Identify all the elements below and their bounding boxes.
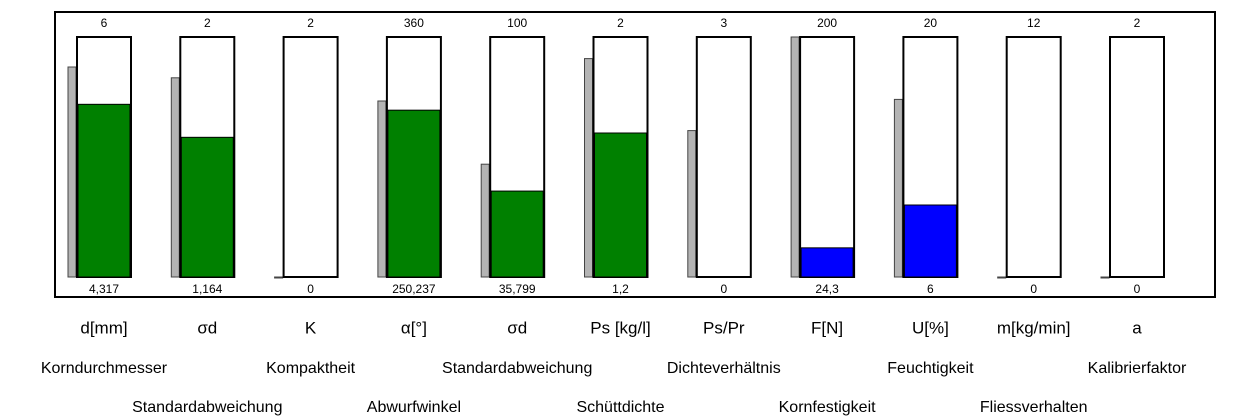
value-label: 24,3 (815, 282, 839, 296)
value-label: 4,317 (89, 282, 119, 296)
description: Schüttdichte (576, 399, 664, 416)
gauge-box (799, 36, 856, 278)
gauge-box (1005, 36, 1062, 278)
symbol-label: d[mm] (80, 318, 127, 337)
value-label: 0 (1134, 282, 1141, 296)
symbol-label: F[N] (811, 318, 843, 337)
gauge-fill (77, 103, 131, 278)
max-label: 360 (404, 16, 424, 30)
symbol-label: U[%] (912, 318, 949, 337)
gauge-fill (594, 132, 647, 278)
max-label: 2 (617, 16, 624, 30)
value-label: 1,2 (612, 282, 629, 296)
symbol-label: m[kg/min] (997, 318, 1071, 337)
max-label: 6 (101, 16, 108, 30)
max-label: 200 (817, 16, 837, 30)
gauge-fill (180, 136, 234, 278)
gauge-box (1109, 36, 1165, 278)
description: Kornfestigkeit (779, 399, 876, 416)
value-label: 250,237 (392, 282, 436, 296)
gauge-box (695, 36, 752, 278)
reference-bar (274, 276, 284, 279)
reference-bar (893, 98, 903, 278)
gauge-fill (903, 204, 957, 278)
value-label: 6 (927, 282, 934, 296)
value-label: 0 (1030, 282, 1037, 296)
symbol-label: K (305, 318, 317, 337)
gauge-fill (800, 247, 854, 278)
reference-bar (790, 36, 800, 278)
reference-bar (997, 276, 1007, 279)
reference-bar (1100, 276, 1110, 279)
max-label: 2 (1134, 16, 1141, 30)
reference-bar (170, 77, 180, 278)
gauge-box (282, 36, 339, 278)
max-label: 100 (507, 16, 527, 30)
symbol-label: α[°] (401, 318, 427, 337)
reference-bar (584, 58, 593, 278)
gauge-fill (490, 190, 544, 278)
value-label: 1,164 (192, 282, 222, 296)
reference-bar (687, 130, 697, 278)
symbol-label: σd (197, 318, 217, 337)
description: Kalibrierfaktor (1088, 360, 1187, 377)
value-label: 0 (720, 282, 727, 296)
max-label: 2 (307, 16, 314, 30)
gauge-fill (387, 109, 441, 278)
symbol-label: Ps [kg/l] (590, 318, 650, 337)
symbol-label: a (1132, 318, 1142, 337)
description: Standardabweichung (132, 399, 282, 416)
description: Fliessverhalten (980, 399, 1088, 416)
description: Dichteverhältnis (667, 360, 781, 377)
max-label: 2 (204, 16, 211, 30)
symbol-label: Ps/Pr (703, 318, 745, 337)
description: Feuchtigkeit (887, 360, 974, 377)
max-label: 20 (924, 16, 938, 30)
reference-bar (377, 100, 387, 278)
reference-bar (67, 66, 77, 278)
max-label: 3 (720, 16, 727, 30)
value-label: 0 (307, 282, 314, 296)
reference-bar (480, 163, 490, 278)
value-label: 35,799 (499, 282, 536, 296)
max-label: 12 (1027, 16, 1041, 30)
description: Korndurchmesser (41, 360, 168, 377)
symbol-label: σd (507, 318, 527, 337)
description: Abwurfwinkel (367, 399, 461, 416)
description: Standardabweichung (442, 360, 592, 377)
description: Kompaktheit (266, 360, 355, 377)
